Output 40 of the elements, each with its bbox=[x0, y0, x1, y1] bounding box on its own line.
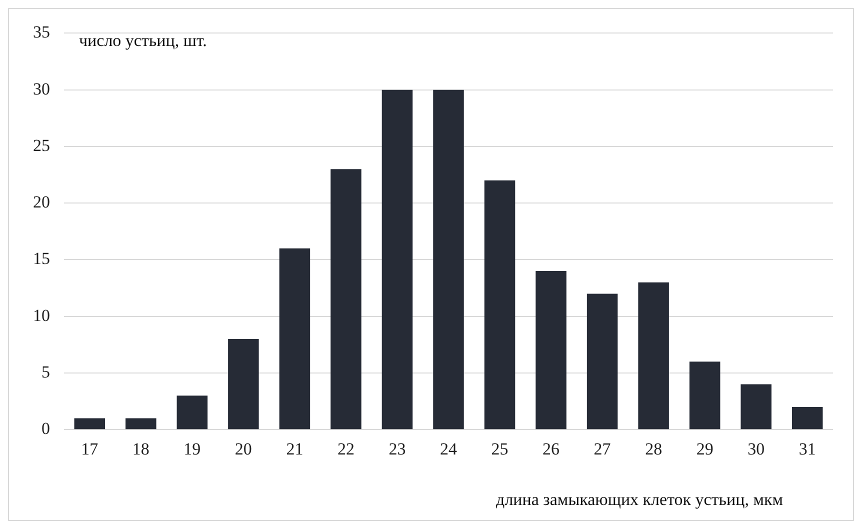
bar bbox=[792, 406, 823, 430]
bar bbox=[126, 418, 156, 430]
bar bbox=[228, 338, 259, 430]
bar bbox=[176, 396, 208, 430]
x-tick-label: 31 bbox=[798, 439, 816, 458]
x-tick-label: 29 bbox=[696, 439, 714, 458]
x-tick-label: 20 bbox=[234, 439, 252, 458]
y-tick-label: 10 bbox=[33, 306, 50, 325]
bar bbox=[536, 271, 566, 430]
bar bbox=[484, 180, 516, 430]
bar bbox=[74, 418, 106, 430]
x-tick-label: 19 bbox=[184, 439, 201, 458]
bar bbox=[382, 90, 413, 430]
x-tick-label: 23 bbox=[388, 439, 406, 458]
x-tick-label: 18 bbox=[132, 439, 150, 458]
y-tick-label: 15 bbox=[33, 249, 50, 268]
x-tick-label: 27 bbox=[594, 439, 612, 458]
y-tick-label: 20 bbox=[33, 192, 50, 212]
x-tick-label: 24 bbox=[440, 439, 458, 458]
bar bbox=[689, 362, 720, 430]
y-axis-title: число устьиц, шт. bbox=[79, 30, 208, 52]
bar bbox=[279, 248, 310, 430]
x-tick-label: 30 bbox=[748, 439, 765, 458]
x-tick-label: 22 bbox=[337, 439, 354, 458]
bar bbox=[638, 282, 669, 430]
x-tick-label: 25 bbox=[491, 439, 508, 458]
y-tick-label: 35 bbox=[33, 22, 50, 42]
bar bbox=[433, 90, 464, 430]
x-tick-label: 26 bbox=[542, 439, 560, 458]
y-tick-label: 5 bbox=[42, 362, 50, 382]
bar bbox=[330, 169, 362, 430]
x-axis-title: длина замыкающих клеток устьиц, мкм bbox=[496, 490, 783, 510]
x-tick-label: 28 bbox=[645, 439, 662, 458]
bar bbox=[586, 294, 618, 430]
x-tick-label: 17 bbox=[81, 439, 99, 458]
x-tick-label: 21 bbox=[286, 439, 304, 458]
y-tick-label: 0 bbox=[42, 419, 50, 438]
y-tick-label: 25 bbox=[33, 136, 50, 155]
y-tick-label: 30 bbox=[33, 79, 50, 98]
bar bbox=[740, 384, 772, 430]
